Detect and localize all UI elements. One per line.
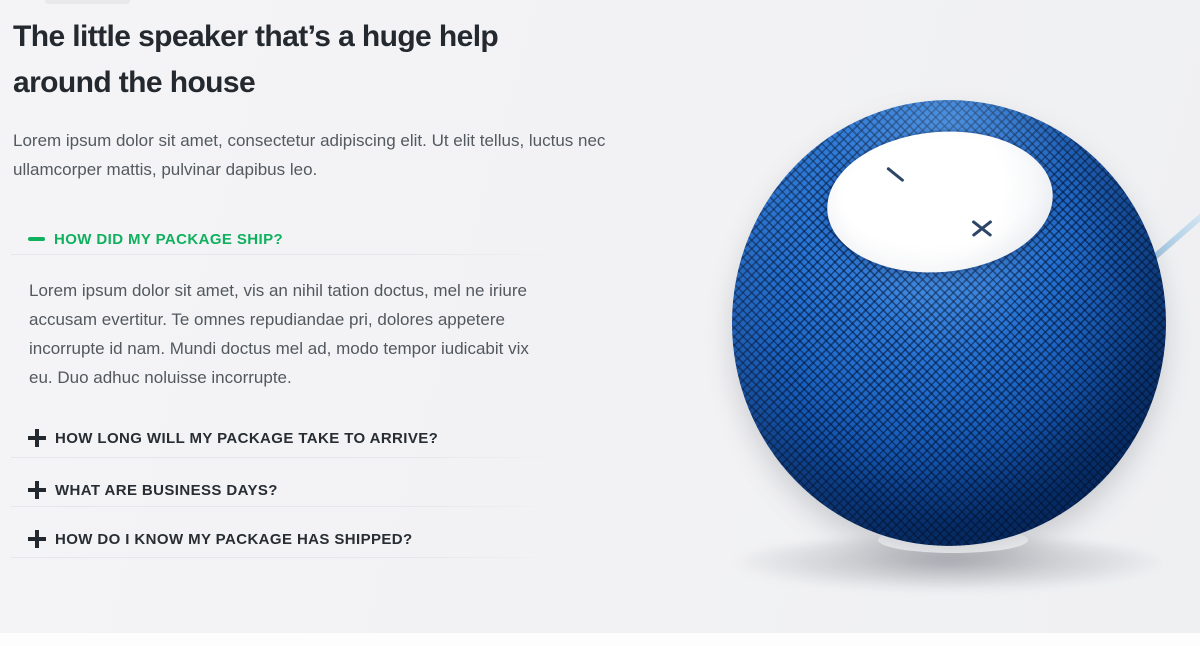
faq-question-label: HOW DO I KNOW MY PACKAGE HAS SHIPPED? bbox=[55, 530, 413, 548]
speaker-sphere bbox=[732, 100, 1166, 546]
top-edge-artifact bbox=[45, 0, 130, 4]
divider bbox=[11, 254, 563, 255]
faq-item-how-long-will-my-package-take[interactable]: HOW LONG WILL MY PACKAGE TAKE TO ARRIVE? bbox=[28, 428, 438, 448]
faq-question-label: HOW LONG WILL MY PACKAGE TAKE TO ARRIVE? bbox=[55, 429, 439, 447]
faq-question-label: HOW DID MY PACKAGE SHIP? bbox=[54, 230, 284, 248]
minus-icon bbox=[28, 237, 45, 241]
divider bbox=[11, 557, 563, 558]
bottom-strip bbox=[0, 633, 1200, 646]
intro-text: Lorem ipsum dolor sit amet, consectetur … bbox=[13, 131, 606, 179]
page-title: The little speaker that’s a huge help ar… bbox=[13, 20, 499, 99]
faq-question-label: WHAT ARE BUSINESS DAYS? bbox=[55, 481, 278, 499]
faq-item-how-did-my-package-ship[interactable]: HOW DID MY PACKAGE SHIP? bbox=[28, 229, 283, 249]
plus-icon bbox=[28, 429, 46, 447]
plus-icon bbox=[28, 481, 46, 499]
product-photo bbox=[600, 0, 1200, 633]
plus-icon bbox=[28, 530, 46, 548]
divider bbox=[11, 506, 563, 507]
faq-item-how-do-i-know-my-package-shipped[interactable]: HOW DO I KNOW MY PACKAGE HAS SHIPPED? bbox=[28, 529, 413, 549]
divider bbox=[11, 457, 563, 458]
speaker-top-surface bbox=[821, 122, 1059, 282]
faq-item-what-are-business-days[interactable]: WHAT ARE BUSINESS DAYS? bbox=[28, 480, 278, 500]
faq-answer-text: Lorem ipsum dolor sit amet, vis an nihil… bbox=[29, 281, 529, 387]
volume-up-mark bbox=[970, 216, 994, 240]
